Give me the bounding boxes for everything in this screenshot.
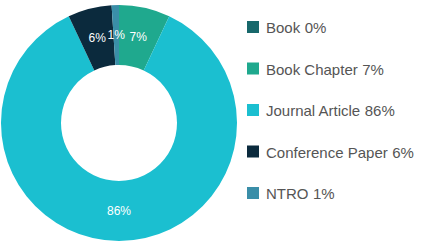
- legend-value: 7%: [362, 60, 384, 77]
- legend-value: 0%: [305, 19, 327, 36]
- legend-swatch: [247, 21, 259, 33]
- legend-item: Journal Article 86%: [247, 102, 395, 119]
- legend-category: Book Chapter: [266, 60, 358, 77]
- legend-swatch: [247, 63, 259, 75]
- legend-category: NTRO: [266, 185, 309, 202]
- legend-item: NTRO1%: [247, 185, 335, 202]
- legend-category: Conference Paper: [266, 143, 388, 160]
- legend-label: Conference Paper6%: [266, 143, 414, 160]
- legend-category: Book: [266, 19, 301, 36]
- donut: [1, 5, 237, 241]
- legend-label: Journal Article 86%: [266, 102, 395, 119]
- legend-value: 6%: [392, 143, 414, 160]
- legend-item: Book Chapter7%: [247, 60, 384, 77]
- legend-item: Book0%: [247, 19, 326, 36]
- legend-label: NTRO1%: [266, 185, 335, 202]
- legend: Book0% Book Chapter7% Journal Article 86% Co…: [247, 19, 414, 202]
- legend-item: Conference Paper6%: [247, 143, 414, 160]
- data-label: 6%: [88, 31, 106, 45]
- legend-label: Book Chapter7%: [266, 60, 384, 77]
- legend-swatch: [247, 104, 259, 116]
- data-label: 1%: [108, 28, 126, 42]
- legend-swatch: [247, 187, 259, 199]
- data-label: 7%: [130, 30, 148, 44]
- legend-category: Journal Article: [266, 102, 360, 119]
- chart: 7%86%6%1%Book0%Book Chapter7%Journal Art…: [0, 0, 443, 246]
- legend-value: 1%: [313, 185, 335, 202]
- data-labels: 7% 86% 6%1%: [88, 28, 147, 218]
- legend-value: 86%: [365, 102, 395, 119]
- legend-swatch: [247, 146, 259, 158]
- legend-label: Book0%: [266, 19, 326, 36]
- data-label: 86%: [107, 204, 131, 218]
